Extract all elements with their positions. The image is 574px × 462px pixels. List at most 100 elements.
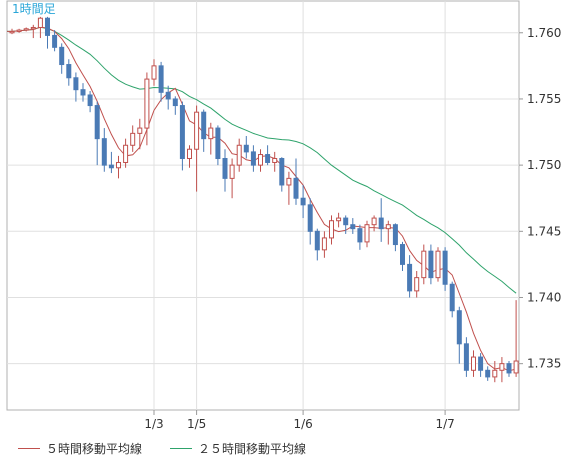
candle-body-up <box>9 30 15 34</box>
y-tick-label: 1.735 <box>527 357 561 371</box>
candle <box>30 24 36 39</box>
candle <box>428 244 434 285</box>
candle-body-up <box>236 144 242 166</box>
candle-body-up <box>385 224 391 230</box>
candle <box>421 244 427 285</box>
candles <box>9 16 519 383</box>
candle-body-down <box>250 151 256 166</box>
candle-body-up <box>499 363 505 371</box>
candle <box>158 61 164 102</box>
candle-body-down <box>407 263 413 292</box>
candle <box>385 220 391 245</box>
candle <box>66 59 72 86</box>
legend-item-ma5: ５時間移動平均線 <box>18 440 142 457</box>
candle <box>187 145 192 168</box>
candle <box>350 218 356 234</box>
candle <box>16 28 22 33</box>
candle-body-down <box>108 164 114 169</box>
candle-body-up <box>187 148 192 160</box>
candle-body-up <box>286 177 292 186</box>
candle-body-up <box>336 217 342 222</box>
candle-body-down <box>463 343 469 371</box>
candle-body-up <box>471 356 476 371</box>
y-axis: 1.760 1.755 1.750 1.745 1.740 1.735 <box>519 26 561 371</box>
candle-body-down <box>279 158 285 186</box>
candle <box>456 306 462 364</box>
x-tick-label: 1/5 <box>187 417 206 431</box>
candle <box>236 138 242 172</box>
ma5-path <box>7 26 517 372</box>
candle-body-up <box>137 127 143 134</box>
candle <box>130 125 136 152</box>
candle <box>357 224 363 250</box>
candle <box>442 247 448 291</box>
candle-body-down <box>392 224 398 246</box>
candle-body-down <box>243 144 249 153</box>
ma25-swatch <box>170 448 192 449</box>
candle-body-up <box>37 17 43 28</box>
candle-body-down <box>449 283 455 312</box>
candle-body-down <box>101 138 107 166</box>
candle <box>513 300 519 377</box>
candle-body-down <box>456 310 462 345</box>
candle-body-down <box>265 154 271 163</box>
candle <box>9 28 15 35</box>
candle <box>137 118 143 150</box>
candle <box>321 231 327 258</box>
candle-body-down <box>165 91 171 100</box>
candle-body-up <box>30 26 36 30</box>
candle <box>293 158 299 205</box>
candle-body-down <box>201 111 207 140</box>
candle-body-up <box>16 29 22 32</box>
y-tick-label: 1.750 <box>527 158 561 172</box>
candle <box>378 198 384 242</box>
candle <box>52 30 58 52</box>
candle <box>343 215 349 234</box>
timeframe-label: 1時間足 <box>12 2 56 16</box>
candle-body-down <box>172 98 178 107</box>
candle <box>94 101 100 166</box>
candle-body-down <box>293 177 299 199</box>
ma25-line <box>7 26 517 294</box>
candle-body-down <box>80 89 86 96</box>
candle-body-up <box>229 164 235 179</box>
candle-body-up <box>151 65 157 80</box>
candle-body-down <box>222 158 228 179</box>
candle-body-down <box>66 64 72 79</box>
candle-body-up <box>421 250 427 279</box>
candle <box>463 337 469 377</box>
candle-body-up <box>371 217 377 226</box>
candle-body-up <box>435 250 441 279</box>
candle-body-up <box>123 144 129 163</box>
candle-body-up <box>414 277 420 292</box>
x-tick-label: 1/7 <box>435 417 454 431</box>
candle <box>435 247 441 282</box>
candle <box>45 16 50 49</box>
candle <box>449 281 455 318</box>
candle-body-down <box>52 34 58 48</box>
legend-label-ma25: ２５時間移動平均線 <box>198 442 307 456</box>
candle <box>37 16 43 39</box>
candle <box>258 149 263 172</box>
candle <box>123 138 129 168</box>
candle-body-down <box>485 369 491 378</box>
candle-body-down <box>87 94 93 107</box>
candle <box>87 91 93 113</box>
candle <box>371 215 377 232</box>
candle-body-up <box>258 154 263 166</box>
candle <box>314 228 320 261</box>
candle-body-down <box>45 17 50 36</box>
x-axis: 1/3 1/5 1/6 1/7 <box>144 410 455 431</box>
candle <box>499 357 505 383</box>
candle <box>172 96 178 115</box>
candle <box>101 128 107 172</box>
candle <box>59 43 65 74</box>
candle-body-up <box>329 220 334 239</box>
candle <box>208 122 214 155</box>
candle-body-down <box>300 197 306 206</box>
x-tick-label: 1/6 <box>293 417 312 431</box>
grid-lines <box>7 1 519 410</box>
y-tick-label: 1.760 <box>527 26 561 40</box>
candle <box>108 151 114 174</box>
candle <box>272 151 278 172</box>
